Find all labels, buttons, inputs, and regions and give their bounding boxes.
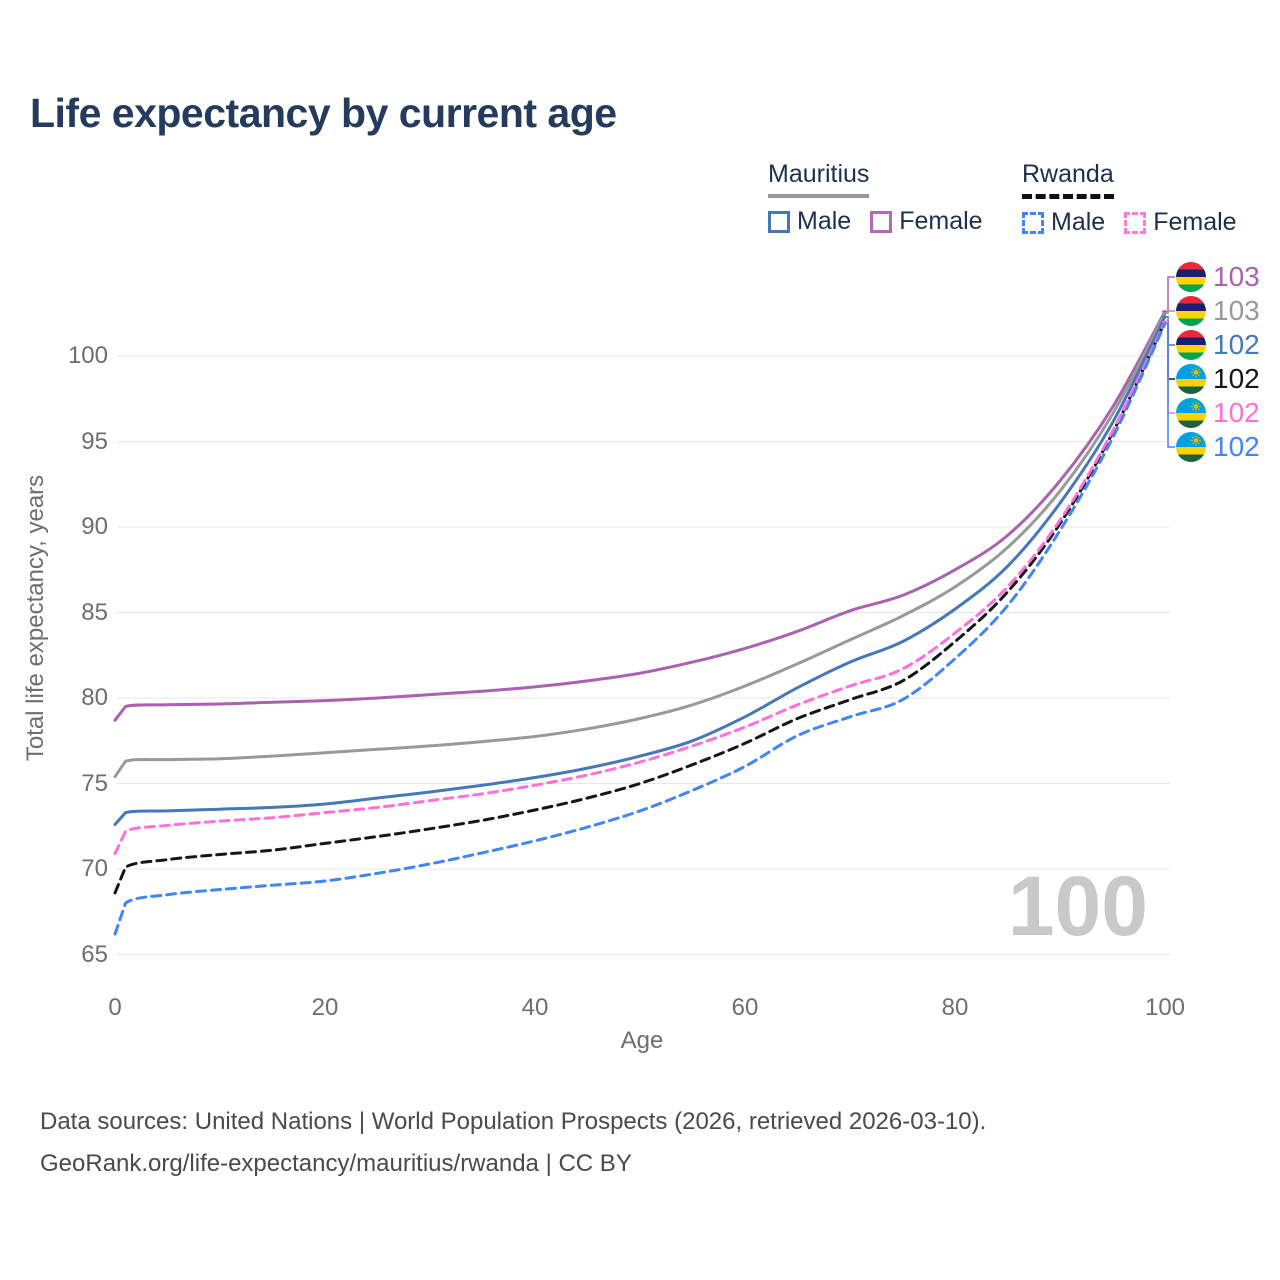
rwanda-female-swatch-icon (1124, 211, 1147, 234)
legend-label: Female (1153, 208, 1237, 236)
end-label-value: 102 (1213, 363, 1260, 394)
x-tick-100: 100 (1144, 994, 1186, 1021)
end-label-mauritius-male[interactable]: 102 (1176, 329, 1260, 361)
legend-item-mauritius-male[interactable]: Male (768, 207, 851, 236)
page-title: Life expectancy by current age (30, 90, 617, 136)
age-counter-watermark: 100 (1007, 859, 1148, 953)
y-tick-90: 90 (81, 513, 108, 540)
end-label-value: 102 (1213, 397, 1260, 428)
y-tick-85: 85 (81, 598, 108, 626)
rwanda-flag-icon (1176, 398, 1206, 428)
end-label-value: 102 (1213, 329, 1260, 360)
y-tick-75: 75 (81, 769, 108, 797)
end-label-connector (1162, 310, 1175, 315)
end-label-mauritius-female[interactable]: 103 (1176, 261, 1260, 293)
y-tick-70: 70 (81, 855, 108, 882)
end-label-value: 102 (1213, 431, 1260, 462)
y-tick-80: 80 (81, 684, 108, 711)
footer-url: GeoRank.org/life-expectancy/mauritius/rw… (40, 1150, 632, 1177)
legend-row-rwanda: Male Female (1022, 208, 1256, 237)
end-label-rwanda-both-sexes[interactable]: 102 (1176, 363, 1260, 395)
y-tick-100: 100 (67, 342, 108, 369)
series-line-mauritius-female[interactable] (113, 310, 1167, 722)
legend-title-rwanda[interactable]: Rwanda (1022, 160, 1114, 199)
x-axis-title: Age (620, 1027, 664, 1054)
x-tick-60: 60 (731, 994, 759, 1021)
x-tick-0: 0 (108, 994, 122, 1021)
footer-sources: Data sources: United Nations | World Pop… (40, 1108, 987, 1135)
series-line-mauritius-both-sexes[interactable] (113, 311, 1167, 779)
mauritius-male-swatch-icon (768, 210, 790, 233)
end-label-value: 103 (1213, 295, 1260, 326)
legend-item-rwanda-female[interactable]: Female (1124, 208, 1237, 237)
legend-group-mauritius: Mauritius Male Female (768, 160, 1002, 236)
end-label-rwanda-male[interactable]: 102 (1176, 431, 1260, 463)
x-tick-20: 20 (311, 994, 339, 1021)
end-label-mauritius-both-sexes[interactable]: 103 (1176, 295, 1260, 327)
legend-label: Female (899, 207, 983, 235)
end-label-connector (1162, 276, 1175, 313)
y-tick-65: 65 (81, 940, 108, 968)
mauritius-flag-icon (1176, 262, 1206, 292)
x-tick-80: 80 (941, 994, 969, 1021)
end-label-rwanda-female[interactable]: 102 (1176, 397, 1260, 429)
end-label-connector (1162, 322, 1175, 448)
mauritius-female-swatch-icon (870, 210, 893, 233)
rwanda-flag-icon (1176, 364, 1206, 394)
series-line-rwanda-male[interactable] (113, 322, 1167, 936)
legend-row-mauritius: Male Female (768, 207, 1002, 236)
series-line-rwanda-both-sexes[interactable] (113, 320, 1167, 895)
legend-group-rwanda: Rwanda Male Female (1022, 160, 1256, 237)
rwanda-flag-icon (1176, 432, 1206, 462)
rwanda-male-swatch-icon (1022, 211, 1044, 234)
end-label-value: 103 (1213, 261, 1260, 292)
series-line-rwanda-female[interactable] (113, 320, 1167, 856)
legend-label: Male (1051, 208, 1106, 236)
legend-item-mauritius-female[interactable]: Female (870, 207, 983, 236)
legend-item-rwanda-male[interactable]: Male (1022, 208, 1105, 237)
y-tick-95: 95 (81, 427, 108, 455)
mauritius-flag-icon (1176, 330, 1206, 360)
series-line-mauritius-male[interactable] (113, 315, 1167, 826)
legend-title-mauritius[interactable]: Mauritius (768, 160, 870, 198)
mauritius-flag-icon (1176, 296, 1206, 326)
x-tick-40: 40 (521, 994, 549, 1021)
legend-label: Male (797, 207, 852, 235)
